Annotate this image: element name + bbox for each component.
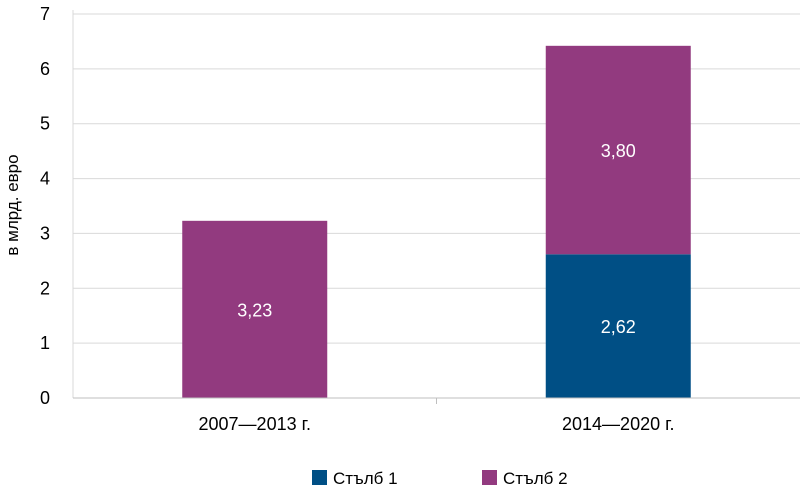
y-tick-label: 4: [40, 169, 50, 189]
legend-label: Стълб 1: [333, 469, 398, 488]
y-tick-label: 5: [40, 114, 50, 134]
y-axis-label: в млрд. евро: [3, 154, 22, 255]
tick-labels: 0 1 2 3 4 5 6 7 2007—2013 г. 2014—2020 г.: [40, 4, 675, 434]
y-tick-label: 1: [40, 333, 50, 353]
y-tick-label: 3: [40, 223, 50, 243]
gridlines: [73, 13, 800, 344]
bar-segment: [182, 220, 328, 398]
bar-segment: [545, 254, 691, 398]
y-tick-label: 0: [40, 388, 50, 408]
data-label: 2,62: [601, 317, 636, 337]
data-label: 3,23: [237, 300, 272, 320]
legend-label: Стълб 2: [503, 469, 568, 488]
axes: [72, 10, 800, 404]
x-tick-label: 2007—2013 г.: [199, 414, 311, 434]
legend: Стълб 1 Стълб 2: [312, 469, 568, 488]
y-tick-label: 7: [40, 4, 50, 24]
legend-swatch: [312, 470, 327, 485]
bar-segment: [545, 45, 691, 255]
legend-swatch: [482, 470, 497, 485]
data-label: 3,80: [601, 141, 636, 161]
y-tick-label: 6: [40, 59, 50, 79]
bars: 3,23 2,62 3,80: [182, 45, 691, 398]
y-tick-label: 2: [40, 278, 50, 298]
x-tick-label: 2014—2020 г.: [562, 414, 674, 434]
